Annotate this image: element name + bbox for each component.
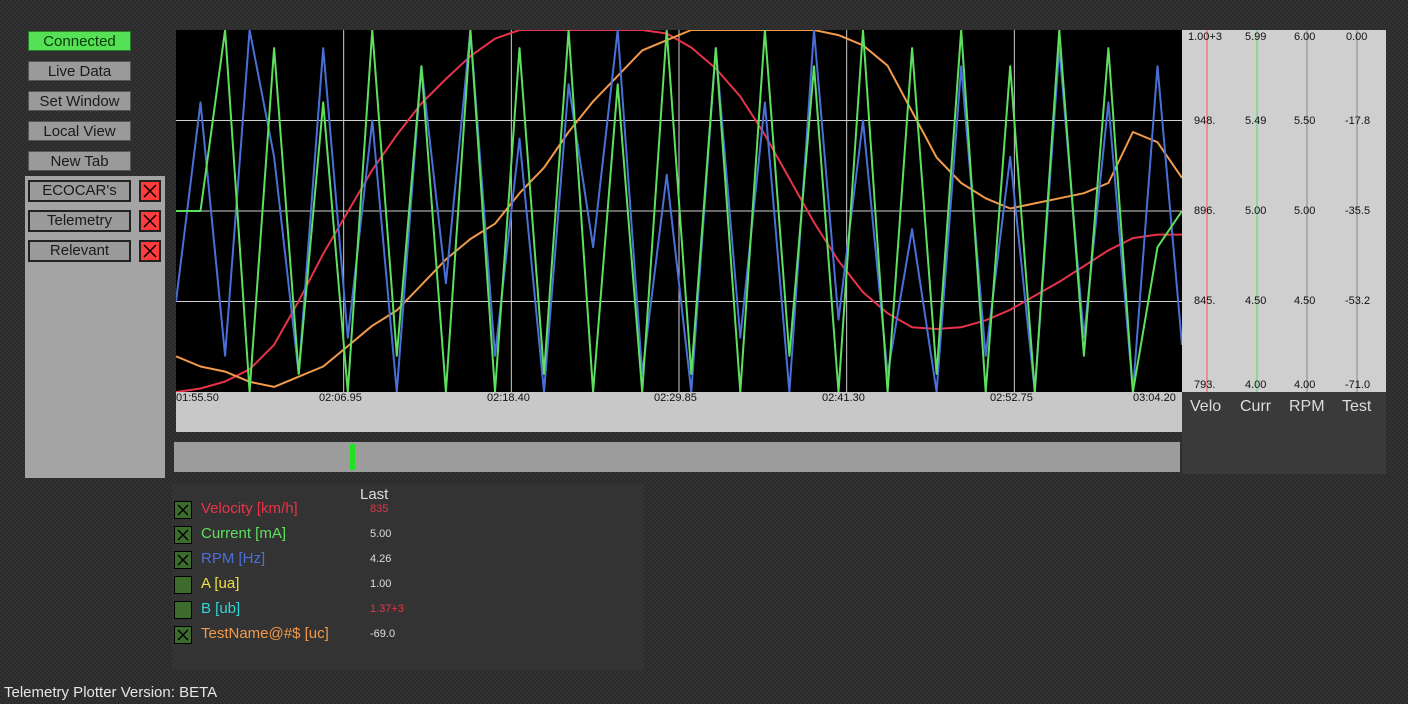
legend-row: Velocity [km/h] 835 xyxy=(174,499,634,521)
time-tick: 03:04.20 xyxy=(1133,392,1176,404)
series-last-value: 1.00 xyxy=(370,578,392,590)
tab-list-panel: ECOCAR's Telemetry Relevant xyxy=(25,176,165,478)
velo-tick: 793. xyxy=(1194,379,1216,391)
velo-tick: 948. xyxy=(1194,115,1216,127)
rpm-tick: 4.00 xyxy=(1294,379,1316,391)
close-icon xyxy=(143,184,157,198)
value-axes-scale: 1.00+3 948. 896. 845. 793. 5.99 5.49 5.0… xyxy=(1182,30,1386,392)
time-scrollbar[interactable] xyxy=(174,442,1180,472)
close-icon xyxy=(143,214,157,228)
axis-name-curr[interactable]: Curr xyxy=(1240,398,1272,415)
close-tab-ecocars-button[interactable] xyxy=(139,180,161,202)
curr-tick: 5.00 xyxy=(1245,205,1267,217)
curr-tick: 4.00 xyxy=(1245,379,1267,391)
rpm-tick: 6.00 xyxy=(1294,31,1316,43)
test-tick: 0.00 xyxy=(1346,31,1368,43)
legend-row: Current [mA] 5.00 xyxy=(174,524,634,546)
set-window-button[interactable]: Set Window xyxy=(28,91,131,111)
test-tick: -53.2 xyxy=(1345,295,1371,307)
time-tick: 02:06.95 xyxy=(319,392,362,404)
test-tick: -35.5 xyxy=(1345,205,1371,217)
curr-tick: 5.49 xyxy=(1245,115,1267,127)
series-checkbox[interactable] xyxy=(174,601,192,619)
check-x-icon xyxy=(177,504,189,516)
test-tick: -17.8 xyxy=(1345,115,1371,127)
time-axis: 01:55.50 02:06.95 02:18.40 02:29.85 02:4… xyxy=(176,392,1182,432)
legend-row: RPM [Hz] 4.26 xyxy=(174,549,634,571)
series-checkbox[interactable] xyxy=(174,576,192,594)
tab-ecocars[interactable]: ECOCAR's xyxy=(28,180,131,202)
connected-button[interactable]: Connected xyxy=(28,31,131,51)
close-tab-relevant-button[interactable] xyxy=(139,240,161,262)
curr-tick: 4.50 xyxy=(1245,295,1267,307)
series-checkbox[interactable] xyxy=(174,501,192,519)
velo-tick: 1.00+3 xyxy=(1188,31,1222,43)
series-checkbox[interactable] xyxy=(174,551,192,569)
rpm-tick: 4.50 xyxy=(1294,295,1316,307)
scrollbar-thumb[interactable] xyxy=(350,444,355,470)
legend-row: B [ub] 1.37+3 xyxy=(174,599,634,621)
axis-name-test[interactable]: Test xyxy=(1342,398,1372,415)
tab-telemetry[interactable]: Telemetry xyxy=(28,210,131,232)
series-line xyxy=(175,29,1182,393)
plot-canvas xyxy=(175,29,1183,393)
series-name: RPM [Hz] xyxy=(201,550,266,567)
series-name: TestName@#$ [uc] xyxy=(201,625,329,642)
rpm-tick: 5.50 xyxy=(1294,115,1316,127)
velo-tick: 896. xyxy=(1194,205,1216,217)
series-name: B [ub] xyxy=(201,600,241,617)
series-last-value: -69.0 xyxy=(370,628,396,640)
time-tick: 02:29.85 xyxy=(654,392,697,404)
legend-row: TestName@#$ [uc] -69.0 xyxy=(174,624,634,646)
series-last-value: 5.00 xyxy=(370,528,392,540)
rpm-tick: 5.00 xyxy=(1294,205,1316,217)
axis-lines xyxy=(1206,30,1358,392)
plot-area[interactable] xyxy=(175,29,1183,393)
time-tick: 02:41.30 xyxy=(822,392,865,404)
new-tab-button[interactable]: New Tab xyxy=(28,151,131,171)
series-legend: Last Velocity [km/h] 835 Current [mA] 5.00 R… xyxy=(172,484,644,670)
curr-tick: 5.99 xyxy=(1245,31,1267,43)
velo-tick: 845. xyxy=(1194,295,1216,307)
value-axes-panel: 1.00+3 948. 896. 845. 793. 5.99 5.49 5.0… xyxy=(1182,30,1386,474)
tab-relevant[interactable]: Relevant xyxy=(28,240,131,262)
axis-name-rpm[interactable]: RPM xyxy=(1289,398,1325,415)
series-line xyxy=(175,29,1183,393)
local-view-button[interactable]: Local View xyxy=(28,121,131,141)
axis-name-velo[interactable]: Velo xyxy=(1190,398,1222,415)
app-version-footer: Telemetry Plotter Version: BETA xyxy=(4,684,218,701)
series-line xyxy=(176,29,1183,393)
close-tab-telemetry-button[interactable] xyxy=(139,210,161,232)
series-name: Current [mA] xyxy=(201,525,287,542)
series-name: Velocity [km/h] xyxy=(201,500,298,517)
test-tick: -71.0 xyxy=(1345,379,1371,391)
series-last-value: 835 xyxy=(370,503,389,515)
series-name: A [ua] xyxy=(201,575,240,592)
series-checkbox[interactable] xyxy=(174,626,192,644)
series-last-value: 1.37+3 xyxy=(370,603,404,615)
close-icon xyxy=(143,244,157,258)
series-last-value: 4.26 xyxy=(370,553,392,565)
check-x-icon xyxy=(177,529,189,541)
live-data-button[interactable]: Live Data xyxy=(28,61,131,81)
time-tick: 02:52.75 xyxy=(990,392,1033,404)
check-x-icon xyxy=(177,629,189,641)
check-x-icon xyxy=(177,554,189,566)
series-checkbox[interactable] xyxy=(174,526,192,544)
time-tick: 01:55.50 xyxy=(176,392,219,404)
legend-row: A [ua] 1.00 xyxy=(174,574,634,596)
legend-header-last: Last xyxy=(360,486,389,503)
time-tick: 02:18.40 xyxy=(487,392,530,404)
